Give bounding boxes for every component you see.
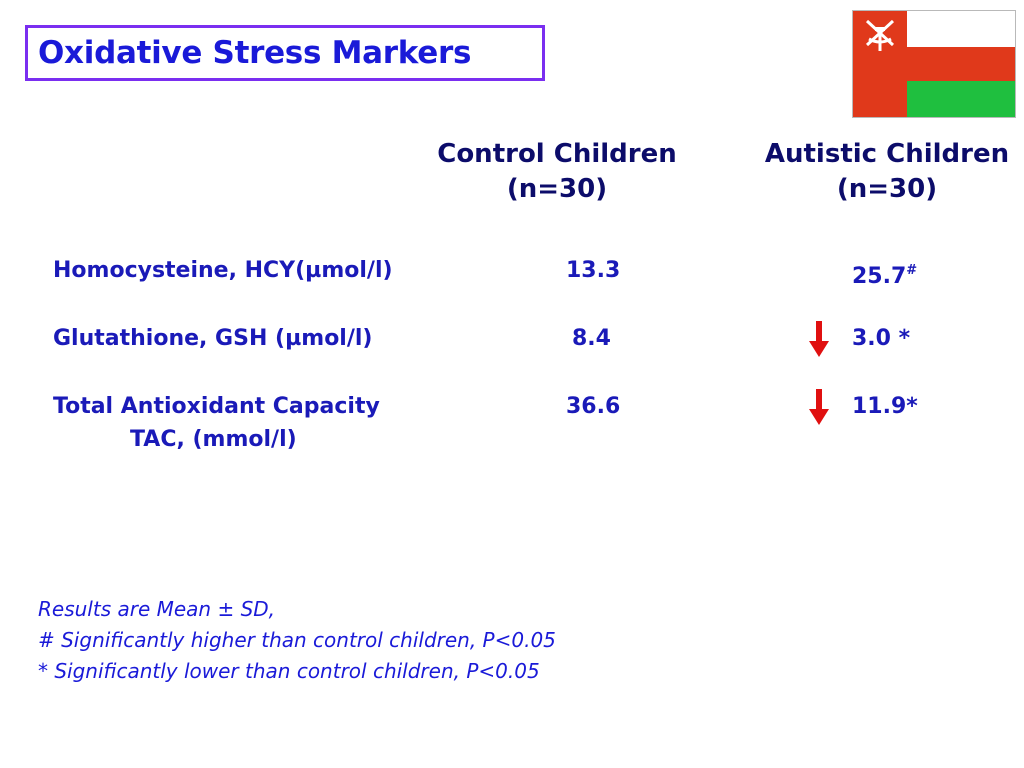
row-label-gsh: Glutathione, GSH (µmol/l) [53, 326, 373, 351]
footnote: # Significantly higher than control chil… [38, 628, 556, 652]
column-header-n: (n=30) [836, 174, 938, 204]
column-header-control: Control Children (n=30) [422, 137, 692, 207]
column-header-autistic: Autistic Children (n=30) [752, 137, 1022, 207]
autistic-value-gsh: 3.0 * [852, 326, 911, 351]
slide-title: Oxidative Stress Markers [38, 35, 472, 71]
flag-emblem-icon [865, 19, 895, 51]
control-value-gsh: 8.4 [572, 326, 611, 351]
column-header-name: Autistic Children [764, 139, 1010, 169]
footnotes: Results are Mean ± SD, # Significantly h… [38, 594, 556, 687]
control-value-hcy: 13.3 [566, 258, 621, 283]
row-label-hcy: Homocysteine, HCY(µmol/l) [53, 258, 393, 283]
column-header-name: Control Children [437, 139, 677, 169]
column-header-n: (n=30) [506, 174, 608, 204]
autistic-value-text: 25.7 [852, 264, 907, 289]
oman-flag-icon [852, 10, 1016, 118]
footnote: Results are Mean ± SD, [38, 597, 276, 621]
flag-red-stripe [907, 47, 1015, 81]
footnote: * Significantly lower than control child… [38, 659, 540, 683]
title-box: Oxidative Stress Markers [25, 25, 545, 81]
flag-green-band [907, 81, 1015, 117]
autistic-value-hcy: 25.7# [852, 255, 917, 293]
flag-white-band [907, 11, 1015, 47]
row-label-tac-unit: TAC, (mmol/l) [130, 427, 297, 452]
autistic-value-tac: 11.9* [852, 394, 918, 419]
down-arrow-icon [809, 321, 829, 357]
row-label-tac: Total Antioxidant Capacity [53, 394, 380, 419]
down-arrow-icon [809, 389, 829, 425]
control-value-tac: 36.6 [566, 394, 621, 419]
significance-mark: # [906, 263, 918, 278]
